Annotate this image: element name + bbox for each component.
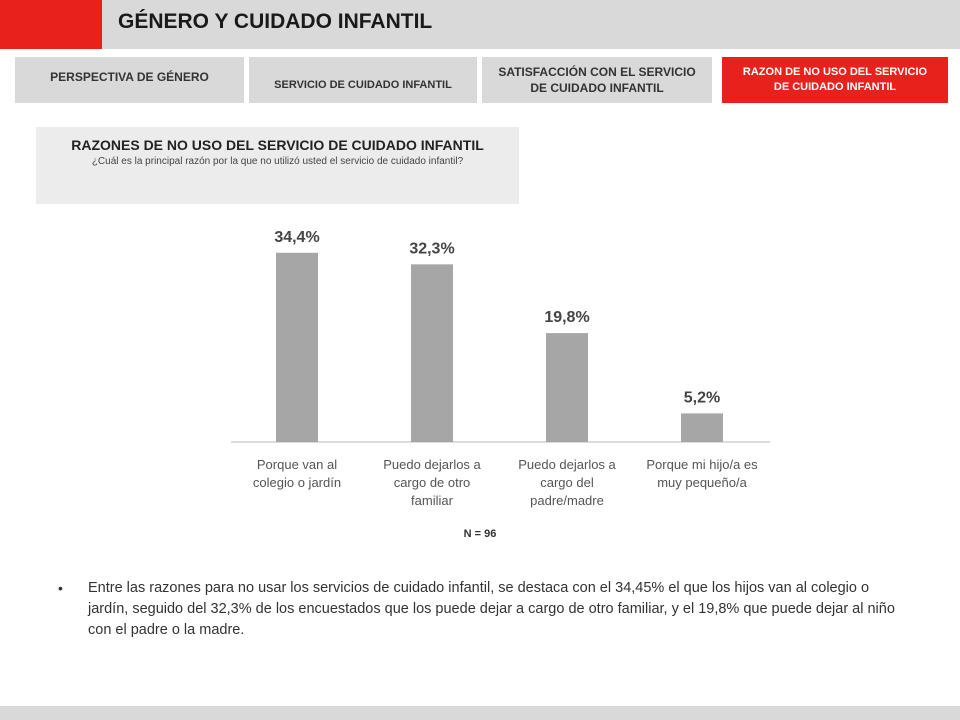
summary-bullet: • Entre las razones para no usar los ser… bbox=[58, 578, 898, 641]
data-label-2: 32,3% bbox=[409, 240, 454, 257]
tab-label-line: SATISFACCIÓN CON EL SERVICIO bbox=[498, 64, 696, 79]
summary-text: Entre las razones para no usar los servi… bbox=[88, 580, 895, 639]
tab-servicio-de-cuidado-infantil[interactable]: SERVICIO DE CUIDADO INFANTIL bbox=[249, 57, 477, 103]
category-label-3-line-1: Puedo dejarlos a bbox=[518, 457, 616, 472]
category-label-3-line-3: padre/madre bbox=[530, 493, 604, 508]
category-label-1-line-1: Porque van al bbox=[257, 457, 337, 472]
bullet-icon: • bbox=[58, 580, 63, 596]
category-label-2-line-3: familiar bbox=[411, 493, 454, 508]
question-box: RAZONES DE NO USO DEL SERVICIO DE CUIDAD… bbox=[36, 127, 519, 204]
page-title: GÉNERO Y CUIDADO INFANTIL bbox=[118, 10, 433, 33]
header-accent-block bbox=[0, 0, 102, 49]
question-title: RAZONES DE NO USO DEL SERVICIO DE CUIDAD… bbox=[71, 137, 484, 153]
sample-size-note: N = 96 bbox=[463, 528, 497, 540]
tab-label-line: DE CUIDADO INFANTIL bbox=[530, 81, 664, 95]
category-label-2-line-2: cargo de otro bbox=[394, 475, 471, 490]
bar-3 bbox=[546, 333, 588, 442]
tab-label-line: PERSPECTIVA DE GÉNERO bbox=[50, 69, 209, 84]
category-label-1-line-2: colegio o jardín bbox=[253, 475, 341, 490]
data-label-1: 34,4% bbox=[274, 229, 319, 246]
bar-4 bbox=[681, 413, 723, 442]
category-label-2-line-1: Puedo dejarlos a bbox=[383, 457, 481, 472]
tab-label-line: RAZON DE NO USO DEL SERVICIO bbox=[742, 66, 928, 79]
header-bar bbox=[0, 0, 960, 49]
tab-label-line: SERVICIO DE CUIDADO INFANTIL bbox=[274, 78, 452, 91]
bar-1 bbox=[276, 252, 318, 442]
tab-razon-de-no-uso-active[interactable]: RAZON DE NO USO DEL SERVICIO DE CUIDADO … bbox=[722, 57, 948, 103]
category-label-3-line-2: cargo del bbox=[540, 475, 594, 490]
category-label-4-line-1: Porque mi hijo/a es bbox=[646, 457, 758, 472]
tab-satisfaccion-con-el-servicio[interactable]: SATISFACCIÓN CON EL SERVICIO DE CUIDADO … bbox=[482, 57, 712, 103]
bar-2 bbox=[411, 264, 453, 442]
category-label-4-line-2: muy pequeño/a bbox=[657, 475, 747, 490]
data-label-4: 5,2% bbox=[684, 389, 720, 406]
bar-chart: 34,4% Porque van al colegio o jardín 32,3% P… bbox=[231, 229, 770, 508]
data-label-3: 19,8% bbox=[544, 309, 589, 326]
question-subtitle: ¿Cuál es la principal razón por la que n… bbox=[91, 156, 464, 167]
tab-perspectiva-de-genero[interactable]: PERSPECTIVA DE GÉNERO bbox=[15, 57, 244, 103]
footer-bar bbox=[0, 706, 960, 720]
tab-label-line: DE CUIDADO INFANTIL bbox=[773, 81, 897, 93]
